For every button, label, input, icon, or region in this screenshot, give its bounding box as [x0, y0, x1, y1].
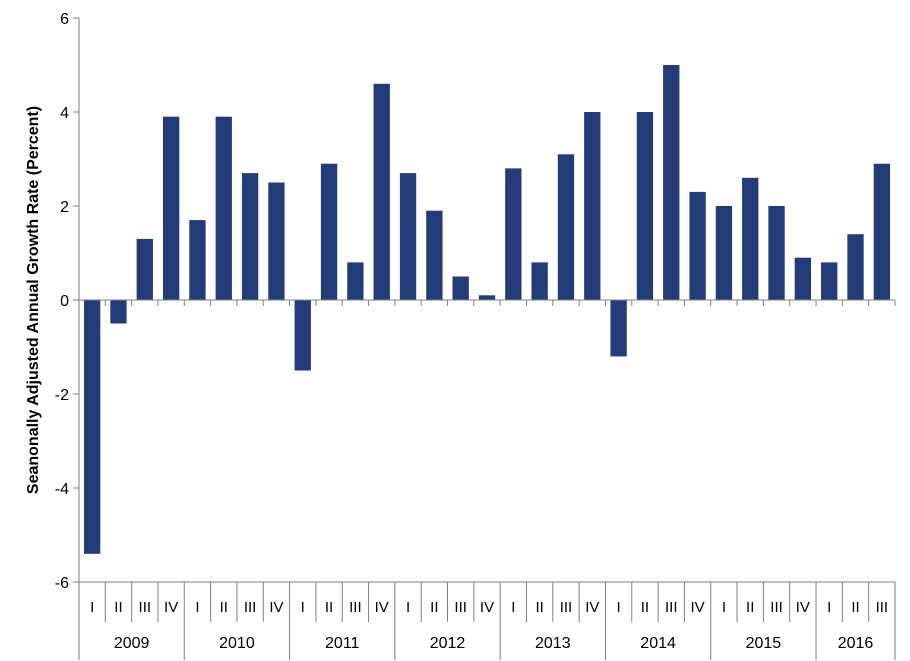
quarter-label: III: [770, 599, 783, 616]
bar: [136, 238, 153, 300]
year-label: 2012: [430, 635, 466, 652]
bar: [742, 177, 759, 300]
quarter-label: IV: [480, 599, 494, 616]
quarter-label: I: [722, 599, 726, 616]
year-label: 2009: [114, 635, 150, 652]
bar: [189, 220, 206, 300]
quarter-label: I: [511, 599, 515, 616]
quarter-label: IV: [164, 599, 178, 616]
quarter-label: III: [560, 599, 573, 616]
quarter-label: II: [114, 599, 122, 616]
quarter-label: II: [430, 599, 438, 616]
bar: [110, 300, 127, 324]
bar: [821, 262, 838, 300]
bar: [347, 262, 364, 300]
quarter-label: I: [617, 599, 621, 616]
quarter-label: I: [827, 599, 831, 616]
year-label: 2011: [325, 635, 360, 652]
quarter-label: IV: [375, 599, 389, 616]
bar: [241, 173, 259, 300]
quarter-label: III: [454, 599, 467, 616]
quarter-label: II: [325, 599, 333, 616]
y-tick-label: 2: [60, 199, 69, 216]
y-axis-title: Seanonally Adjusted Annual Growth Rate (…: [25, 106, 42, 494]
bar: [452, 276, 469, 300]
bar: [531, 262, 548, 300]
year-label: 2014: [640, 635, 676, 652]
y-tick-label: 4: [60, 105, 69, 122]
quarter-label: IV: [269, 599, 283, 616]
y-tick-label: 0: [60, 293, 69, 310]
quarter-label: I: [406, 599, 410, 616]
year-label: 2010: [219, 635, 255, 652]
bar: [663, 65, 680, 300]
quarter-label: III: [244, 599, 257, 616]
bar: [768, 206, 785, 300]
quarter-label: IV: [585, 599, 599, 616]
bars: [84, 65, 890, 554]
quarter-label: IV: [690, 599, 704, 616]
bar: [636, 112, 654, 300]
bar: [689, 191, 706, 300]
quarter-label: II: [535, 599, 543, 616]
bar: [268, 182, 285, 300]
quarter-label: II: [220, 599, 228, 616]
bar: [584, 112, 601, 300]
bar: [215, 116, 232, 300]
year-label: 2015: [746, 635, 782, 652]
quarter-label: IV: [796, 599, 810, 616]
quarter-label: II: [746, 599, 754, 616]
year-label: 2016: [838, 635, 874, 652]
quarter-label: II: [851, 599, 859, 616]
bar: [294, 300, 311, 371]
bar: [873, 163, 890, 300]
y-tick-label: 6: [60, 11, 69, 28]
y-axis-title-group: Seanonally Adjusted Annual Growth Rate (…: [25, 106, 42, 494]
year-label: 2013: [535, 635, 571, 652]
y-tick-label: -6: [55, 575, 69, 592]
quarter-label: II: [641, 599, 649, 616]
y-tick-label: -4: [55, 481, 69, 498]
quarter-label: III: [349, 599, 362, 616]
bar: [715, 206, 733, 300]
quarter-label: III: [876, 599, 889, 616]
quarter-label: III: [665, 599, 678, 616]
bar: [478, 295, 496, 300]
bar: [426, 210, 443, 300]
bar: [373, 83, 390, 300]
bar: [794, 257, 812, 300]
bar: [505, 168, 522, 300]
quarter-label: III: [139, 599, 152, 616]
bar: [320, 163, 338, 300]
bar: [847, 234, 864, 300]
bar: [162, 116, 180, 300]
quarter-label: I: [90, 599, 94, 616]
y-axis-ticks: -6 -4 -2 0 2 4 6: [55, 11, 79, 592]
bar: [399, 173, 417, 300]
bar: [557, 154, 575, 300]
bar: [610, 300, 627, 357]
quarter-label: I: [195, 599, 199, 616]
bar: [84, 300, 101, 554]
axes: [78, 18, 896, 660]
quarter-label: I: [301, 599, 305, 616]
y-tick-label: -2: [55, 387, 69, 404]
x-axis-labels: I II III IV I II III IV I II III IV I II III IV I II III IV…: [90, 599, 888, 652]
